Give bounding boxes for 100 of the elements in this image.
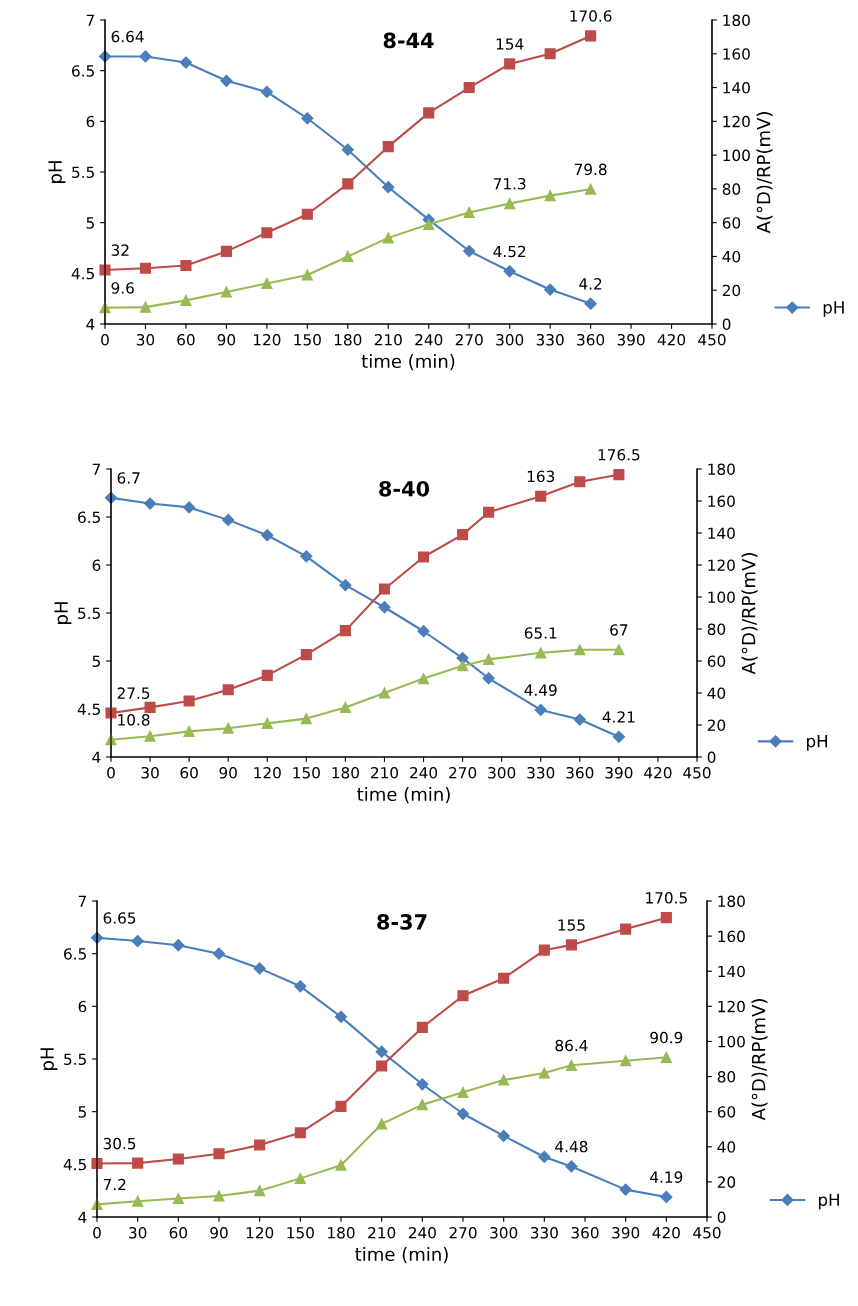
data-label: 6.65 (103, 912, 136, 924)
x-tick-label: 180 (328, 1226, 355, 1239)
y2-tick-label: 160 (723, 48, 750, 60)
y-tick-label: 5.5 (72, 166, 94, 179)
point (300, 713, 312, 725)
data-label: 4.52 (493, 245, 526, 258)
point (301, 112, 314, 125)
x-tick-label: 210 (368, 1226, 396, 1239)
x-tick-label: 450 (698, 333, 726, 346)
point (183, 725, 195, 737)
point (91, 1157, 103, 1170)
y-tick-label: 6 (86, 115, 95, 128)
x-tick-label: 300 (488, 766, 516, 779)
point (482, 672, 495, 685)
point (538, 1067, 550, 1079)
y-tick-label: 6.5 (78, 511, 100, 524)
point (254, 1139, 266, 1151)
point (423, 107, 435, 119)
y2-tick-label: 100 (723, 149, 750, 162)
point (619, 1183, 632, 1196)
x-tick-label: 120 (254, 766, 281, 779)
point (220, 245, 232, 257)
y-tick-label: 6 (92, 559, 101, 572)
data-label: 67 (610, 624, 628, 636)
x-tick-label: 360 (571, 1226, 599, 1239)
y-tick-label: 4.5 (71, 268, 94, 280)
point (457, 1086, 469, 1098)
point (497, 1129, 510, 1142)
point (565, 1160, 578, 1173)
point (139, 301, 152, 313)
y2-tick-label: 180 (718, 895, 745, 908)
x-tick-label: 90 (217, 333, 236, 346)
point (457, 660, 469, 672)
y-axis-title: pH (48, 161, 66, 183)
y-tick-label: 6.5 (64, 948, 86, 960)
y2-tick-label: 120 (708, 559, 735, 572)
point (416, 1078, 429, 1091)
point (417, 551, 430, 563)
point (143, 497, 157, 510)
x-tick-label: 240 (410, 766, 438, 779)
data-label: 86.4 (555, 1039, 588, 1052)
x-tick-label: 120 (246, 1226, 274, 1239)
x-tick-label: 180 (332, 766, 359, 779)
point (339, 579, 352, 592)
x-tick-label: 300 (496, 333, 524, 346)
data-label: 4.19 (650, 1171, 683, 1183)
y-tick-label: 4 (78, 1211, 87, 1223)
x-tick-label: 450 (683, 766, 711, 779)
x-tick-label: 0 (107, 766, 115, 779)
point (574, 476, 586, 488)
point (457, 990, 469, 1002)
point (504, 58, 516, 70)
data-label: 163 (527, 470, 555, 483)
data-label: 154 (496, 38, 524, 50)
y2-tick-label: 140 (718, 965, 745, 978)
y-tick-label: 4 (92, 751, 101, 763)
x-tick-label: 420 (644, 766, 672, 779)
legend-label: pH (818, 1193, 839, 1210)
y2-tick-label: 60 (717, 1106, 736, 1118)
y2-tick-label: 140 (708, 527, 735, 540)
point (416, 1099, 428, 1111)
point (172, 939, 185, 952)
point (334, 1010, 348, 1023)
point (301, 269, 313, 281)
point (222, 722, 234, 734)
point (99, 264, 111, 276)
y2-tick-label: 0 (717, 1211, 726, 1224)
point (335, 1159, 347, 1171)
point (253, 962, 266, 975)
point (503, 265, 516, 278)
point (339, 701, 351, 713)
point (144, 701, 156, 713)
data-label: 79.8 (574, 163, 607, 176)
y2-tick-label: 60 (722, 217, 741, 229)
y2-axis-title: A(°D)/RP(mV) (751, 999, 768, 1121)
point (584, 297, 597, 310)
point (416, 1021, 428, 1033)
point (660, 912, 672, 924)
data-label: 4.48 (555, 1140, 588, 1153)
point (105, 707, 117, 719)
point (212, 947, 226, 960)
data-label: 176.5 (598, 448, 640, 461)
chart-title: 8-40 (379, 480, 430, 497)
legend-label: pH (807, 735, 828, 751)
x-tick-label: 330 (527, 766, 555, 779)
point (573, 713, 586, 726)
y-axis-title: pH (40, 1048, 58, 1070)
y2-tick-label: 40 (722, 250, 741, 263)
y-tick-label: 7 (78, 895, 86, 907)
point (574, 644, 586, 656)
y2-axis-title: A(°D)/RP(mV) (756, 112, 773, 234)
point (423, 218, 435, 230)
data-label: 4.2 (579, 278, 602, 290)
y-tick-label: 5.5 (78, 607, 100, 620)
y-tick-label: 5 (92, 655, 100, 668)
point (222, 513, 235, 526)
point (139, 50, 152, 63)
point (613, 644, 625, 656)
point (335, 1100, 347, 1112)
point (463, 244, 476, 258)
